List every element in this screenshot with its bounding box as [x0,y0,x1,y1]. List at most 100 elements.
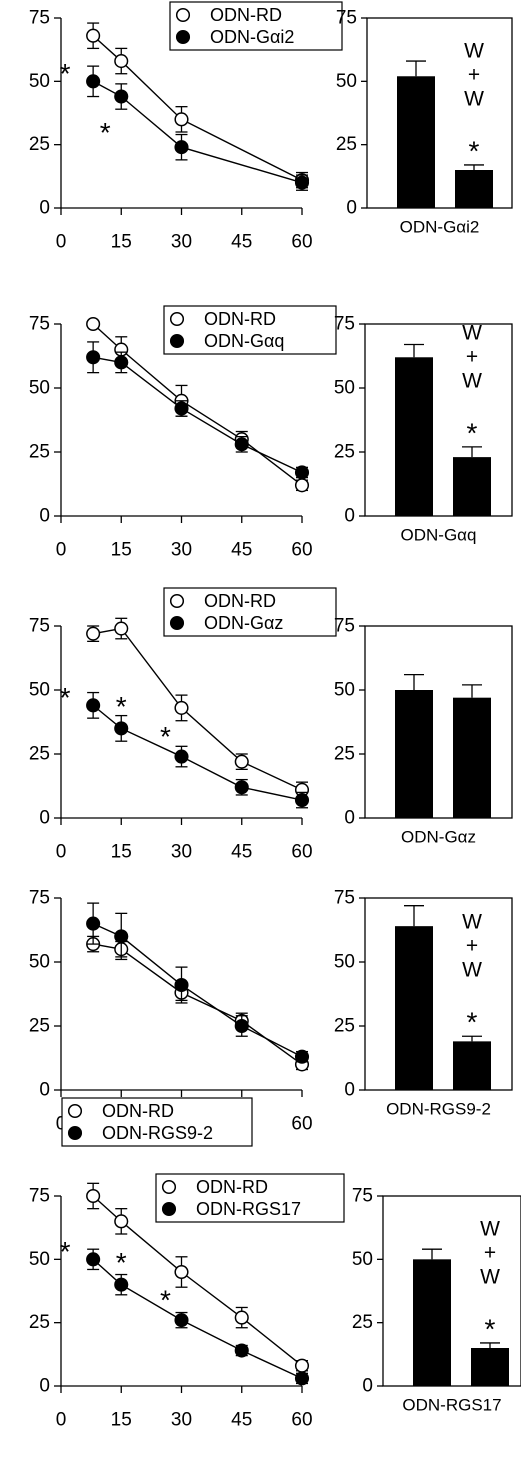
significance-star: * [60,58,71,89]
x-tick-label: 30 [171,842,192,863]
data-point [86,916,101,931]
data-point [294,478,310,493]
y-tick-label: 0 [39,808,50,829]
data-point [114,54,129,69]
legend-marker [67,1125,83,1141]
x-tick-label: 0 [56,842,67,863]
series-line [92,80,303,184]
data-point [114,355,129,370]
y-tick-label: 50 [29,952,50,973]
legend-label: ODN-Gαq [204,331,284,351]
series-2 [86,691,310,809]
data-point [174,977,189,993]
y-tick-label: 75 [29,616,50,637]
y-tick-label: 25 [29,442,50,463]
bar-label: W [480,1265,500,1288]
bar-group-label: ODN-Gαi2 [400,218,480,237]
bar-y-tick-label: 25 [334,1016,355,1037]
legend-marker [175,29,191,45]
legend-marker [169,615,185,631]
bar-y-tick-label: 25 [334,744,355,765]
data-point [294,175,310,190]
bar-label: S [407,720,421,743]
legend-label: ODN-RGS17 [196,1199,301,1219]
bar-star: * [467,417,478,448]
data-point [114,89,129,104]
significance-star: * [116,1247,127,1278]
bar-frame [366,17,513,209]
legend-marker [169,311,185,327]
bar-group-label: ODN-Gαz [401,828,476,847]
legend-box [163,305,337,355]
bar-group-label: ODN-Gαq [401,526,477,545]
data-point [174,700,189,715]
bar-y-tick-label: 50 [352,1249,373,1270]
x-tick-label: 15 [111,1410,132,1431]
x-tick-label: 30 [171,232,192,253]
bar-frame [364,323,513,517]
y-tick-label: 0 [39,198,50,219]
data-point [174,1264,189,1280]
bar-y-tick-label: 0 [346,198,357,219]
data-point [174,749,189,764]
legend-label: ODN-RD [196,1177,268,1197]
y-tick-label: 0 [39,1376,50,1397]
series-2 [86,341,310,480]
significance-star: * [160,721,171,752]
bar-y-tick-label: 0 [362,1376,373,1397]
y-tick-label: 75 [29,888,50,909]
data-point [234,780,249,795]
bar-y-tick-label: 25 [352,1312,373,1333]
x-tick-label: 15 [111,540,132,561]
x-tick-label: 30 [171,1410,192,1431]
legend-marker [175,7,191,23]
x-tick-label: 60 [291,540,312,561]
bar-label: + [410,132,422,155]
y-tick-label: 75 [29,314,50,335]
x-tick-label: 0 [56,1114,67,1135]
bar-label: W [422,1336,442,1359]
x-tick-label: 45 [231,540,252,561]
data-point [86,28,101,43]
bar [453,697,491,818]
bar [453,1041,491,1090]
data-point [86,626,101,641]
bar [413,1259,451,1386]
x-tick-label: 60 [291,232,312,253]
bar-label: W [462,723,482,746]
bar-label: + [466,935,478,958]
bar-y-tick-label: 75 [336,8,357,29]
x-tick-label: 45 [231,842,252,863]
data-point [294,1358,310,1373]
data-point [234,1018,249,1034]
data-point [86,350,101,365]
y-tick-label: 25 [29,1312,50,1333]
x-tick-label: 45 [231,232,252,253]
x-tick-label: 60 [291,1114,312,1135]
data-point [234,437,249,452]
legend-label: ODN-RD [204,309,276,329]
bar-y-tick-label: 75 [352,1186,373,1207]
bar-y-tick-label: 50 [334,680,355,701]
bar-frame [382,1195,521,1387]
bar-y-tick-label: 75 [334,888,355,909]
series-line [93,943,303,1065]
series-2 [86,902,310,1064]
legend-label: ODN-Gαz [204,613,283,633]
x-tick-label: 15 [111,232,132,253]
data-point [234,754,249,769]
bar-label: W [404,1022,424,1045]
bar-label: W [462,771,482,794]
legend-marker [169,333,185,349]
data-point [86,1252,101,1267]
legend-label: ODN-Gαi2 [210,27,294,47]
